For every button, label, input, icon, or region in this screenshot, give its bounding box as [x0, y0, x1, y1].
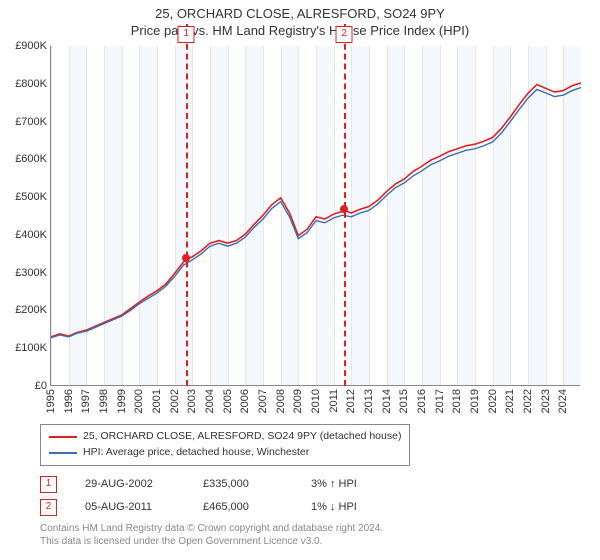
x-tick-label: 2024: [557, 389, 569, 413]
y-tick-label: £800K: [15, 78, 47, 90]
legend-label-hpi: HPI: Average price, detached house, Winc…: [83, 445, 309, 461]
y-tick-label: £0: [35, 380, 47, 392]
footer-attribution: Contains HM Land Registry data © Crown c…: [40, 522, 590, 548]
legend-box: 25, ORCHARD CLOSE, ALRESFORD, SO24 9PY (…: [40, 424, 410, 466]
legend-row-hpi: HPI: Average price, detached house, Winc…: [49, 445, 401, 461]
x-tick-label: 2020: [487, 389, 499, 413]
sale-event-dot: [340, 205, 348, 213]
x-tick-label: 2009: [292, 389, 304, 413]
x-tick-label: 1997: [80, 389, 92, 413]
chart-svg-lines: [51, 46, 581, 386]
sale-diff: 3% ↑ HPI: [311, 478, 357, 490]
footer-line-2: This data is licensed under the Open Gov…: [40, 535, 590, 548]
chart-plot-area: 1995199619971998199920002001200220032004…: [50, 46, 580, 386]
sale-date: 05-AUG-2011: [85, 501, 175, 513]
y-tick-label: £500K: [15, 191, 47, 203]
y-tick-label: £200K: [15, 304, 47, 316]
x-tick-label: 2014: [381, 389, 393, 413]
sale-price: £465,000: [203, 501, 283, 513]
x-tick-label: 2006: [239, 389, 251, 413]
title-line-2: Price paid vs. HM Land Registry's House …: [0, 23, 600, 38]
sale-price: £335,000: [203, 478, 283, 490]
y-tick-label: £400K: [15, 229, 47, 241]
series-line-property: [51, 83, 581, 337]
x-tick-label: 2002: [169, 389, 181, 413]
sale-event-badge: 2: [336, 26, 353, 43]
y-tick-label: £100K: [15, 342, 47, 354]
x-tick-label: 2016: [416, 389, 428, 413]
x-tick-label: 2007: [257, 389, 269, 413]
series-line-hpi: [51, 88, 581, 338]
x-tick-label: 2008: [275, 389, 287, 413]
x-tick-label: 2022: [522, 389, 534, 413]
title-line-1: 25, ORCHARD CLOSE, ALRESFORD, SO24 9PY: [0, 6, 600, 21]
sales-row: 2 05-AUG-2011 £465,000 1% ↓ HPI: [40, 499, 590, 516]
y-tick-label: £300K: [15, 267, 47, 279]
sale-index-badge: 1: [40, 476, 57, 493]
legend-row-property: 25, ORCHARD CLOSE, ALRESFORD, SO24 9PY (…: [49, 429, 401, 445]
chart-title-block: 25, ORCHARD CLOSE, ALRESFORD, SO24 9PY P…: [0, 0, 600, 38]
x-tick-label: 2012: [345, 389, 357, 413]
x-tick-label: 2013: [363, 389, 375, 413]
y-tick-label: £700K: [15, 116, 47, 128]
x-tick-label: 2018: [451, 389, 463, 413]
legend-label-property: 25, ORCHARD CLOSE, ALRESFORD, SO24 9PY (…: [83, 429, 401, 445]
x-tick-label: 1996: [63, 389, 75, 413]
sale-index-badge: 2: [40, 499, 57, 516]
x-tick-label: 2015: [398, 389, 410, 413]
x-tick-label: 2001: [151, 389, 163, 413]
x-tick-label: 1998: [98, 389, 110, 413]
legend-swatch-property: [49, 436, 77, 438]
sales-row: 1 29-AUG-2002 £335,000 3% ↑ HPI: [40, 476, 590, 493]
y-tick-label: £600K: [15, 153, 47, 165]
sales-table: 1 29-AUG-2002 £335,000 3% ↑ HPI 2 05-AUG…: [40, 476, 590, 516]
x-tick-label: 2000: [133, 389, 145, 413]
x-tick-label: 1999: [116, 389, 128, 413]
footer-line-1: Contains HM Land Registry data © Crown c…: [40, 522, 590, 535]
y-tick-label: £900K: [15, 40, 47, 52]
sale-event-badge: 1: [178, 26, 195, 43]
x-tick-label: 2005: [222, 389, 234, 413]
sale-event-line: [186, 24, 188, 386]
sale-diff: 1% ↓ HPI: [311, 501, 357, 513]
x-tick-label: 2017: [434, 389, 446, 413]
x-tick-label: 2003: [186, 389, 198, 413]
x-tick-label: 2023: [540, 389, 552, 413]
x-tick-label: 2021: [504, 389, 516, 413]
x-tick-label: 2004: [204, 389, 216, 413]
legend-swatch-hpi: [49, 452, 77, 454]
x-tick-label: 2011: [328, 389, 340, 413]
x-tick-label: 2010: [310, 389, 322, 413]
x-tick-label: 1995: [45, 389, 57, 413]
x-tick-label: 2019: [469, 389, 481, 413]
sale-date: 29-AUG-2002: [85, 478, 175, 490]
sale-event-dot: [182, 254, 190, 262]
